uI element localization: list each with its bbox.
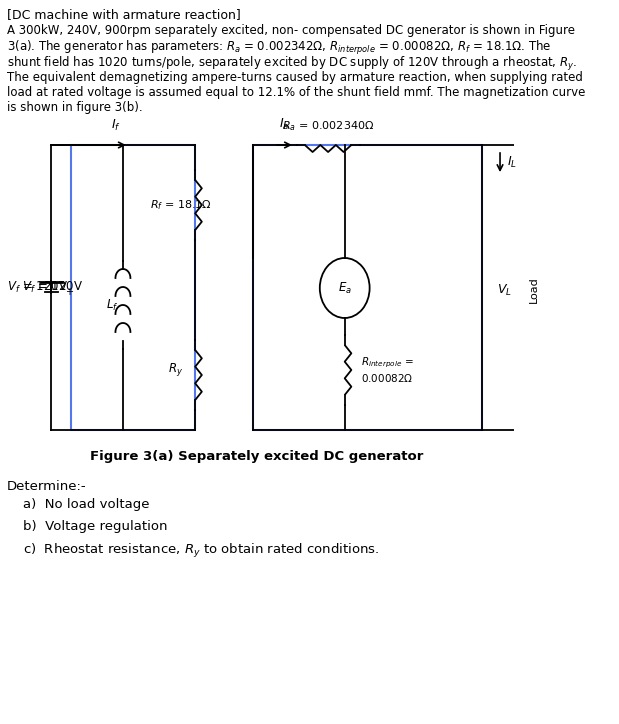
- Text: b)  Voltage regulation: b) Voltage regulation: [24, 520, 168, 533]
- Text: Determine:-: Determine:-: [7, 480, 86, 493]
- Text: $R_y$: $R_y$: [168, 361, 183, 379]
- Text: $I_f$: $I_f$: [111, 118, 121, 133]
- Bar: [523, 260, 544, 320]
- Text: a)  No load voltage: a) No load voltage: [24, 498, 150, 511]
- Text: $V_L$: $V_L$: [496, 282, 511, 298]
- Text: $R_{interpole}$ =
0.00082$\Omega$: $R_{interpole}$ = 0.00082$\Omega$: [361, 355, 414, 384]
- Text: is shown in figure 3(b).: is shown in figure 3(b).: [7, 101, 142, 114]
- Text: $V_f$ = 120V: $V_f$ = 120V: [7, 279, 67, 295]
- Text: $E_a$: $E_a$: [338, 280, 352, 295]
- Text: c)  Rheostat resistance, $R_y$ to obtain rated conditions.: c) Rheostat resistance, $R_y$ to obtain …: [24, 542, 379, 560]
- Text: A 300kW, 240V, 900rpm separately excited, non- compensated DC generator is shown: A 300kW, 240V, 900rpm separately excited…: [7, 24, 574, 37]
- Text: Figure 3(a) Separately excited DC generator: Figure 3(a) Separately excited DC genera…: [90, 450, 423, 463]
- Text: $L_f$: $L_f$: [106, 298, 119, 313]
- Text: The equivalent demagnetizing ampere-turns caused by armature reaction, when supp: The equivalent demagnetizing ampere-turn…: [7, 70, 582, 83]
- Text: shunt field has 1020 turns/pole, separately excited by DC supply of 120V through: shunt field has 1020 turns/pole, separat…: [7, 55, 577, 73]
- Text: $V_f$ = 120V: $V_f$ = 120V: [22, 279, 84, 295]
- Text: 3(a). The generator has parameters: $R_a$ = 0.002342$\Omega$, $R_{interpole}$ = : 3(a). The generator has parameters: $R_a…: [7, 40, 552, 57]
- Text: $I_a$: $I_a$: [279, 117, 289, 132]
- Text: Load: Load: [529, 277, 539, 303]
- Text: $R_a$ = 0.002340$\Omega$: $R_a$ = 0.002340$\Omega$: [282, 119, 374, 133]
- Text: +: +: [65, 287, 73, 297]
- Text: $I_L$: $I_L$: [507, 155, 517, 170]
- Text: $R_f$ = 18.1$\Omega$: $R_f$ = 18.1$\Omega$: [150, 198, 212, 212]
- Text: [DC machine with armature reaction]: [DC machine with armature reaction]: [7, 8, 240, 21]
- Text: load at rated voltage is assumed equal to 12.1% of the shunt field mmf. The magn: load at rated voltage is assumed equal t…: [7, 86, 585, 99]
